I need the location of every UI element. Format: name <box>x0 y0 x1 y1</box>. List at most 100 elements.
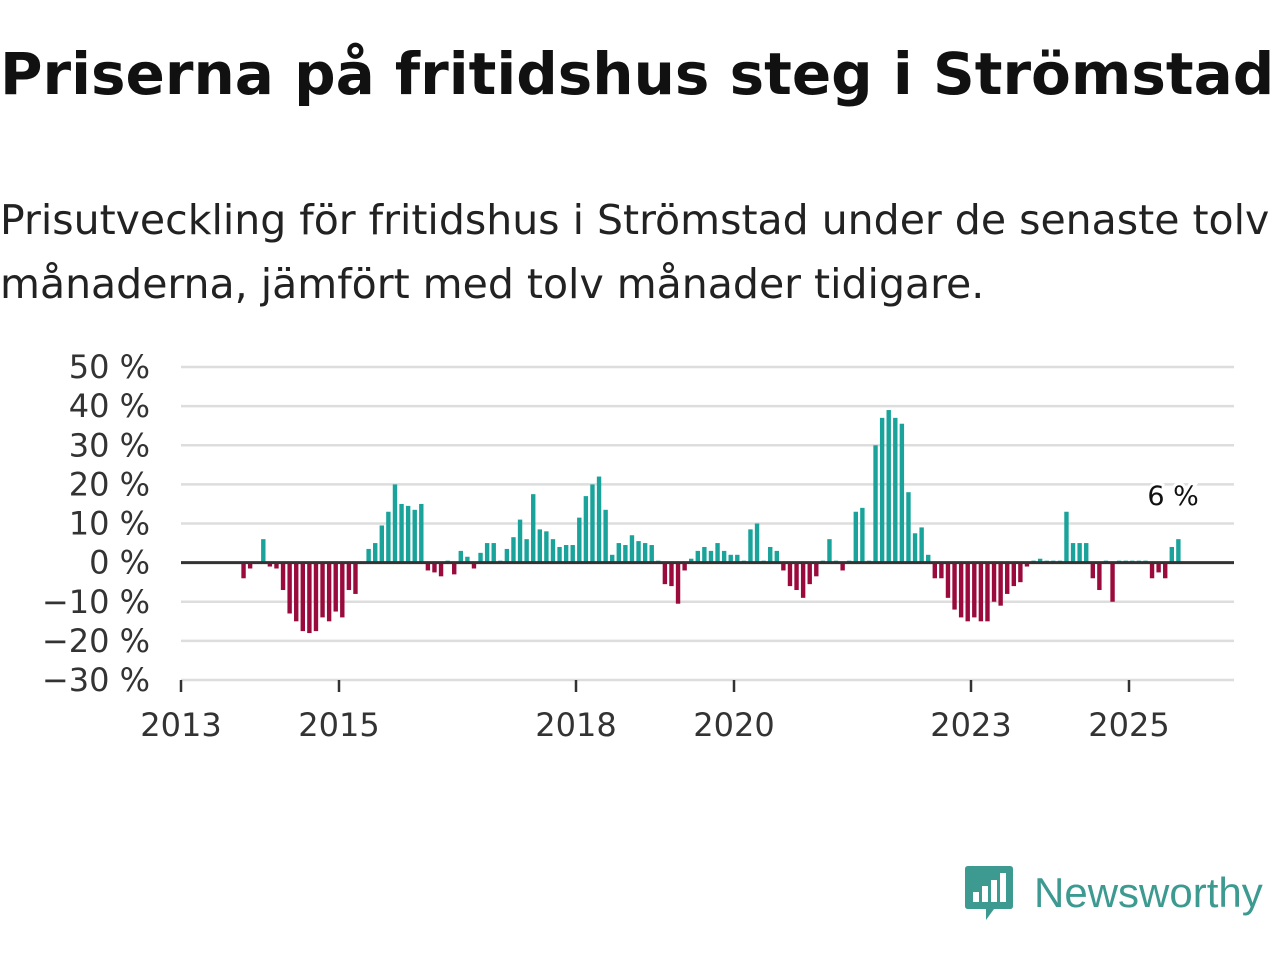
bar <box>827 539 832 563</box>
bar <box>511 537 516 563</box>
bar <box>583 496 589 563</box>
bar <box>781 562 786 571</box>
bar <box>386 511 391 563</box>
bar <box>307 562 312 634</box>
chart-subtitle: Prisutveckling för fritidshus i Strömsta… <box>0 196 1270 308</box>
bar <box>294 562 299 622</box>
bar <box>748 529 753 563</box>
bar <box>524 539 529 563</box>
bar <box>346 562 352 591</box>
bar <box>1037 558 1043 563</box>
bar <box>603 509 608 563</box>
bar <box>932 562 937 579</box>
bar <box>708 550 714 563</box>
bar <box>537 529 542 563</box>
bar <box>675 562 681 604</box>
bar <box>965 562 970 622</box>
bar <box>425 562 431 571</box>
bar <box>261 539 266 563</box>
bar <box>912 533 918 563</box>
bar <box>557 546 562 563</box>
bar <box>392 484 398 563</box>
bar <box>669 562 674 587</box>
bar <box>405 505 411 563</box>
newsworthy-logo[interactable]: Newsworthy <box>964 864 1263 922</box>
bar <box>419 503 424 563</box>
bar <box>939 562 944 579</box>
bar <box>886 410 891 563</box>
y-tick-label: 10 % <box>69 505 150 543</box>
bar <box>590 484 595 563</box>
bar <box>998 562 1003 606</box>
newsworthy-logo-icon <box>965 866 1013 920</box>
bar <box>326 562 332 622</box>
bar <box>991 562 997 602</box>
bar <box>577 517 582 563</box>
bar <box>1024 562 1030 567</box>
bar <box>1084 543 1089 563</box>
bar <box>366 548 371 563</box>
bar <box>1097 562 1102 591</box>
bar <box>1077 543 1082 563</box>
bar <box>616 543 621 563</box>
bar <box>873 445 878 563</box>
bar <box>629 535 635 563</box>
bar <box>689 558 694 563</box>
bar <box>1163 562 1168 579</box>
chart-title: Priserna på fritidshus steg i Strömstad <box>0 40 1275 108</box>
bar <box>893 417 898 563</box>
bar <box>952 562 957 610</box>
bar <box>715 543 720 563</box>
y-tick-label: −10 % <box>42 583 150 621</box>
bar <box>471 562 477 569</box>
bar <box>340 562 345 618</box>
bar <box>649 545 654 563</box>
bar <box>432 562 437 573</box>
annotation-group: 6 % <box>1144 478 1201 515</box>
bar <box>906 492 911 563</box>
bar <box>787 562 793 587</box>
bar <box>491 543 496 563</box>
y-tick-label: 30 % <box>69 426 150 464</box>
x-tick-label: 2013 <box>140 706 221 744</box>
bar <box>735 554 740 563</box>
x-tick-label: 2025 <box>1088 706 1169 744</box>
bar <box>840 562 845 571</box>
bar <box>1149 562 1155 579</box>
x-tick-label: 2018 <box>535 706 616 744</box>
bar <box>412 509 417 563</box>
bar <box>985 562 990 622</box>
bar <box>452 562 457 575</box>
bar <box>642 543 648 563</box>
bar <box>774 550 779 563</box>
x-axis: 2013 2015 2018 2020 2023 2025 <box>140 680 1170 744</box>
bar <box>563 545 569 563</box>
bar <box>662 562 668 585</box>
bar <box>879 417 885 563</box>
bar <box>438 562 444 577</box>
bar <box>1090 562 1095 579</box>
y-tick-label: 0 % <box>89 544 150 582</box>
bar <box>768 546 773 563</box>
x-tick-label: 2020 <box>693 706 774 744</box>
grid-lines <box>181 365 1234 682</box>
bar <box>926 554 931 563</box>
bar <box>267 562 273 567</box>
bar <box>287 562 292 614</box>
bar <box>544 531 549 563</box>
bar <box>899 423 905 563</box>
bar <box>794 562 799 591</box>
bar <box>695 550 700 563</box>
bar <box>504 548 510 563</box>
bar <box>853 511 858 563</box>
bar <box>814 562 819 577</box>
bar <box>702 546 707 563</box>
bar <box>800 562 806 598</box>
bar <box>636 541 641 563</box>
bar <box>353 562 358 594</box>
bar <box>247 562 253 569</box>
bar <box>596 476 602 563</box>
bar-series <box>181 410 1234 634</box>
bar <box>320 562 325 618</box>
bar <box>379 525 384 563</box>
